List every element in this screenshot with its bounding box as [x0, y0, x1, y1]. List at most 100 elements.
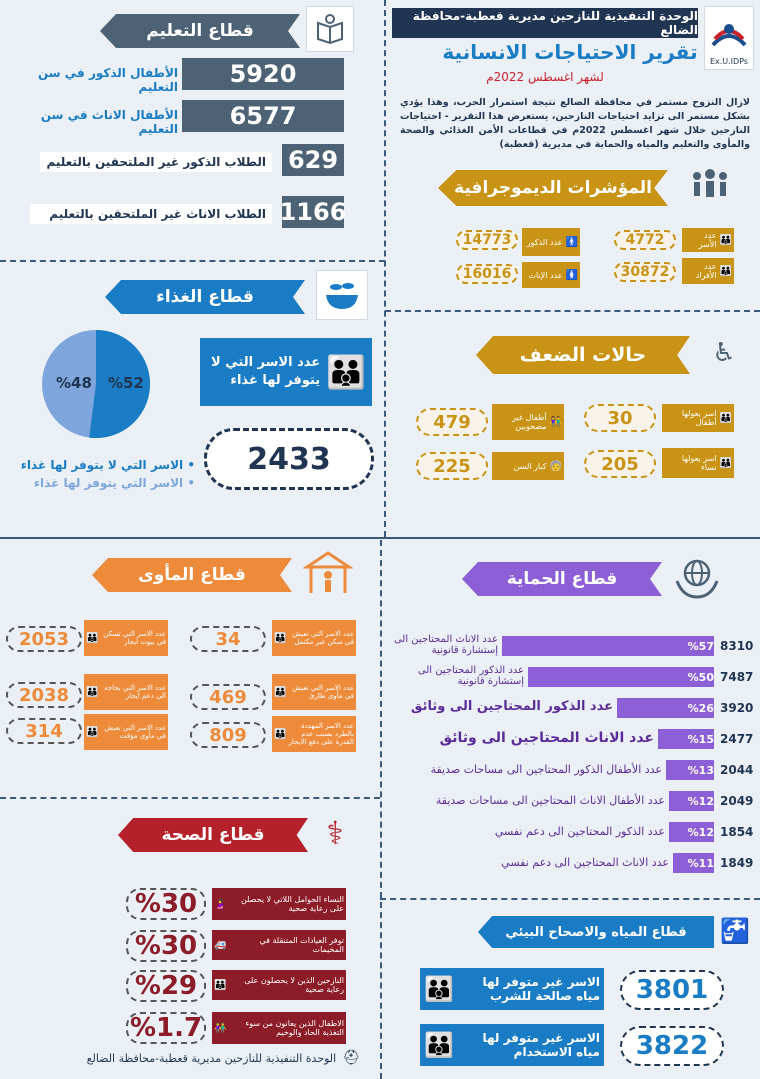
- water-item: الاسر غير متوفر لها مياه صالحة للشرب 👪: [420, 968, 604, 1010]
- family-icon: 👪: [424, 975, 454, 1003]
- shelter-value: 34: [190, 626, 266, 652]
- food-households-box: 👪 عدد الاسر التي لا يتوفر لها غذاء: [200, 338, 372, 406]
- divider: [0, 537, 760, 539]
- shelter-value: 469: [190, 684, 266, 710]
- family-icon: 👪: [719, 457, 732, 469]
- children-icon: 👫: [549, 416, 562, 428]
- education-value: 1166: [279, 196, 347, 228]
- logo-text: Ex.U.IDPs: [709, 57, 749, 66]
- protection-label: عدد الاناث المحتاجين الى إستشارة قانونية: [393, 634, 498, 656]
- demographics-tag: 👪 عدد الأسر: [682, 228, 734, 252]
- health-value: %30: [126, 888, 206, 920]
- protection-value: 2044: [720, 763, 754, 777]
- male-icon: 🚹: [565, 236, 578, 248]
- shelter-label: عدد الاسر التي تعيش في سكن غير مكتمل: [292, 630, 354, 646]
- protection-bar: %12: [669, 791, 714, 811]
- water-label: الاسر غير متوفر لها مياه الاستخدام: [482, 1031, 600, 1059]
- vulnerability-tag: 👫 أطفال غير مصحوبين: [492, 404, 564, 440]
- food-title: قطاع الغذاء: [156, 287, 254, 307]
- demographics-label: عدد الأسر: [698, 231, 717, 249]
- book-icon: [317, 14, 343, 45]
- education-banner: قطاع التعليم: [100, 14, 300, 48]
- education-icon: [306, 6, 354, 52]
- family-icon: 👪: [719, 234, 732, 246]
- water-label: الاسر غير متوفر لها مياه صالحة للشرب: [482, 975, 600, 1003]
- family-icon: 👪: [719, 265, 732, 277]
- footer-text: الوحدة التنفيذية للنازحين مديرية قعطبة-م…: [86, 1051, 337, 1065]
- food-value: 2433: [204, 428, 374, 490]
- demographics-value: 14773: [456, 230, 518, 250]
- shelter-tag: عدد الاسر المهددة بالطرد بسبب عدم القدرة…: [272, 716, 356, 752]
- health-tag: توفر العيادات المتنقلة في المخيمات 🚑: [212, 930, 346, 960]
- report-subtitle: لشهر اغسطس 2022م: [486, 70, 604, 84]
- shelter-label: عدد الاسر التي تسكن في بيوت ايجار: [103, 630, 166, 646]
- logo: Ex.U.IDPs: [704, 6, 754, 70]
- vulnerability-value: 30: [584, 404, 656, 432]
- demographics-value: 4772: [614, 230, 676, 250]
- demographics-value: 30872: [614, 262, 676, 282]
- demographics-label: عدد الأفراد: [695, 262, 717, 280]
- health-tag: النازحين الذين لا يحصلون على رعاية صحية 👪: [212, 970, 346, 1000]
- education-label: الأطفال الذكور في سن التعليم: [38, 66, 178, 94]
- shelter-tag: عدد الاسر التي بحاجة الى دعم ايجار 👪: [84, 674, 168, 710]
- people-group-icon: [682, 164, 738, 208]
- education-label: الطلاب الذكور غير الملتحقين بالتعليم: [40, 152, 272, 172]
- health-value: %29: [126, 970, 206, 1002]
- shelter-label: عدد الاسر التي بحاجة الى دعم ايجار: [103, 684, 166, 700]
- health-label: النساء الحوامل اللاتي لا يحصلن على رعاية…: [240, 895, 344, 913]
- water-banner: قطاع المياه والاصحاح البيئي: [478, 916, 714, 948]
- logo-icon: [711, 24, 747, 47]
- protection-value: 2049: [720, 794, 754, 808]
- protection-value: 8310: [720, 639, 754, 653]
- education-label: الأطفال الاناث في سن التعليم: [40, 108, 178, 136]
- food-bowl-icon: [316, 270, 368, 320]
- food-legend-item: • الاسر التي يتوفر لها غذاء: [33, 476, 195, 490]
- protection-label: عدد الأطفال الذكور المحتاجين الى مساحات …: [430, 763, 662, 776]
- vulnerability-value: 225: [416, 452, 488, 480]
- footer-logo-icon: ⛑: [342, 1050, 360, 1066]
- food-pie-chart: [42, 330, 151, 438]
- shelter-value: 2038: [6, 682, 82, 708]
- family-icon: 👪: [274, 632, 287, 644]
- divider: [384, 0, 386, 537]
- tent-icon: [300, 546, 356, 598]
- header-org-bar: الوحدة التنفيذية للنازحين مديرية قعطبة-م…: [392, 8, 698, 38]
- vulnerability-label: كبار السن: [513, 461, 547, 471]
- protection-bar: %26: [617, 698, 714, 718]
- report-title: تقرير الاحتياجات الانسانية: [442, 40, 698, 64]
- demographics-tag: 🚺 عدد الإناث: [522, 262, 580, 288]
- family-icon: 👪: [719, 412, 732, 424]
- education-label: الطلاب الاناث غير الملتحقين بالتعليم: [30, 204, 272, 224]
- health-label: النازحين الذين لا يحصلون على رعاية صحية: [244, 976, 344, 994]
- legend-text: الاسر التي يتوفر لها غذاء: [33, 476, 184, 490]
- vulnerability-value: 479: [416, 408, 488, 436]
- protection-bar: %50: [528, 667, 714, 687]
- vulnerability-label: أطفال غير مصحوبين: [512, 413, 547, 431]
- protection-value: 1854: [720, 825, 754, 839]
- wheelchair-icon: ♿: [712, 338, 736, 368]
- protection-label: عدد الاناث المحتاجين الى وثائق: [439, 730, 654, 746]
- vulnerability-label: اسر يعولها نساء: [681, 454, 717, 472]
- ambulance-icon: 🚑: [214, 939, 227, 951]
- vulnerability-tag: 🧓 كبار السن: [492, 452, 564, 480]
- food-banner: قطاع الغذاء: [105, 280, 305, 314]
- health-value: %30: [126, 930, 206, 962]
- family-icon: 👪: [86, 632, 99, 644]
- protection-banner: قطاع الحماية: [462, 562, 662, 596]
- demographics-label: عدد الذكور: [526, 237, 563, 247]
- food-legend-item: • الاسر التي لا يتوفر لها غذاء: [20, 458, 195, 472]
- divider: [385, 310, 760, 312]
- food-households-label: عدد الاسر التي لا يتوفر لها غذاء: [211, 355, 321, 388]
- protection-label: عدد الاناث المحتاجين الى دعم نفسي: [501, 856, 669, 869]
- org-name: الوحدة التنفيذية للنازحين مديرية قعطبة-م…: [412, 9, 698, 37]
- family-icon: 👪: [326, 353, 366, 391]
- shelter-tag: عدد الاسر التي تسكن في بيوت ايجار 👪: [84, 620, 168, 656]
- vulnerability-tag: 👪 اسر يعولها أطفال: [662, 404, 734, 432]
- pie-label-b: %48: [56, 374, 92, 392]
- family-icon: 👪: [86, 686, 99, 698]
- protection-bar: %57: [502, 636, 714, 656]
- education-title: قطاع التعليم: [146, 21, 254, 41]
- children-icon: 👫: [214, 1022, 227, 1034]
- pie-slice-a: [89, 330, 151, 438]
- shelter-title: قطاع المأوى: [138, 565, 246, 585]
